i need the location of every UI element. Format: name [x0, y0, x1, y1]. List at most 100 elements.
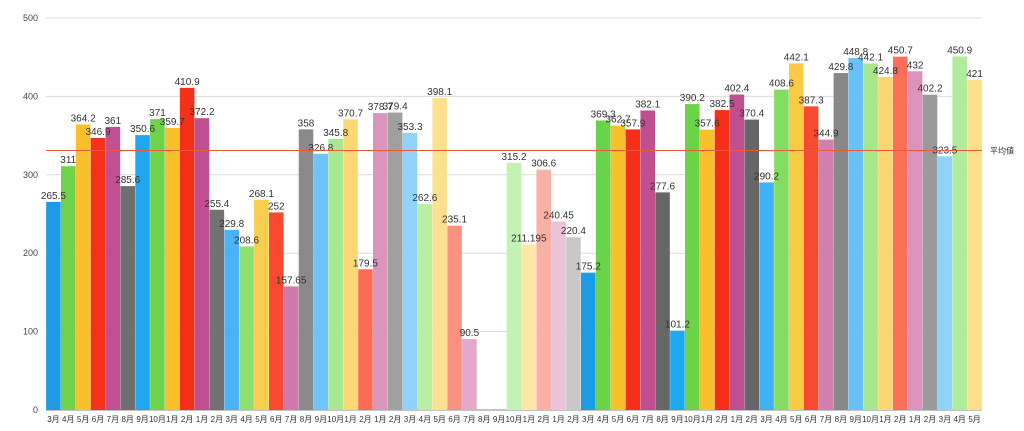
chart-x-ticks: 3月 4月 5月 6月 7月 8月 9月 10月 1月 2月 1月 2月 3月 4月 5月 6月 7月 8月 9月 1… [47, 415, 981, 424]
data-label: 402.4 [724, 84, 749, 95]
chart-bars [46, 56, 982, 411]
data-label: 410.9 [175, 77, 200, 88]
bar [283, 286, 299, 410]
data-label: 382.1 [635, 99, 660, 110]
data-label: 268.1 [249, 189, 274, 200]
data-label: 402.2 [917, 84, 942, 95]
bar [759, 182, 774, 410]
x-tick-label: 9月 [671, 415, 683, 424]
bar [239, 246, 254, 410]
data-label: 358 [298, 118, 315, 129]
x-tick-label: 2月 [716, 415, 728, 424]
data-label: 262.6 [412, 193, 437, 204]
bar [506, 162, 522, 410]
bar [61, 166, 76, 410]
x-tick-label: 1月 [196, 415, 208, 424]
data-label: 252 [268, 201, 285, 212]
data-label: 240.45 [543, 210, 574, 221]
bar [90, 138, 106, 410]
x-tick-label: 2月 [745, 415, 757, 424]
x-tick-label: 4月 [775, 415, 787, 424]
x-tick-label: 1月 [701, 415, 713, 424]
x-tick-label: 7月 [107, 415, 119, 424]
y-tick-label: 400 [23, 91, 38, 101]
data-label: 350.6 [130, 124, 155, 135]
data-label: 179.5 [353, 258, 378, 269]
data-label: 90.5 [460, 328, 480, 339]
x-tick-label: 1月 [166, 415, 178, 424]
bar [774, 89, 789, 411]
bar [521, 244, 537, 410]
x-tick-label: 8月 [300, 415, 312, 424]
bar [402, 133, 418, 410]
bar [194, 118, 210, 411]
x-tick-label: 4月 [597, 415, 609, 424]
bar [313, 153, 329, 410]
bar [462, 339, 477, 410]
data-label: 390.2 [680, 93, 705, 104]
data-label: 369.3 [591, 109, 616, 120]
y-tick-label: 500 [23, 13, 38, 23]
x-tick-label: 2月 [211, 415, 223, 424]
bar [209, 209, 225, 410]
data-label: 424.8 [873, 66, 898, 77]
data-label: 345.8 [323, 128, 348, 139]
bar [328, 138, 343, 410]
bar [46, 201, 61, 410]
x-tick-label: 5月 [255, 415, 267, 424]
x-tick-label: 10月 [862, 415, 879, 424]
bar [179, 87, 195, 410]
x-tick-label: 9月 [493, 415, 505, 424]
data-label: 450.7 [888, 46, 913, 57]
x-tick-label: 1月 [552, 415, 564, 424]
data-label: 442.1 [858, 52, 883, 63]
x-tick-label: 3月 [939, 415, 951, 424]
data-label: 378.7 [368, 102, 393, 113]
x-tick-label: 7月 [820, 415, 832, 424]
x-tick-label: 6月 [627, 415, 639, 424]
x-tick-label: 10月 [327, 415, 344, 424]
bar [373, 113, 388, 411]
data-label: 211.195 [511, 233, 547, 244]
data-label: 448.8 [843, 47, 868, 58]
data-label: 208.6 [234, 235, 259, 246]
x-tick-label: 10月 [149, 415, 166, 424]
data-label: 277.6 [650, 181, 675, 192]
x-tick-label: 3月 [225, 415, 237, 424]
data-label: 344.9 [813, 129, 838, 140]
y-tick-label: 0 [33, 405, 38, 415]
x-tick-label: 2月 [894, 415, 906, 424]
x-tick-label: 5月 [77, 415, 89, 424]
x-tick-label: 8月 [656, 415, 668, 424]
data-label: 398.1 [427, 87, 452, 98]
x-tick-label: 3月 [47, 415, 59, 424]
bar [907, 71, 923, 410]
data-label: 235.1 [442, 215, 467, 226]
y-tick-label: 300 [23, 170, 38, 180]
x-tick-label: 4月 [240, 415, 252, 424]
y-tick-label: 100 [23, 327, 38, 337]
x-tick-label: 1月 [523, 415, 535, 424]
x-tick-label: 5月 [968, 415, 980, 424]
bar [818, 139, 834, 411]
data-label: 353.3 [397, 122, 422, 133]
data-label: 362.7 [605, 115, 630, 126]
data-label: 157.65 [276, 275, 307, 286]
x-tick-label: 7月 [285, 415, 297, 424]
x-tick-label: 3月 [582, 415, 594, 424]
bar [581, 272, 596, 410]
bar [893, 56, 908, 411]
x-tick-label: 1月 [879, 415, 891, 424]
x-tick-label: 5月 [790, 415, 802, 424]
x-tick-label: 8月 [478, 415, 490, 424]
bar [699, 129, 715, 410]
data-label: 421 [966, 69, 983, 80]
bar [343, 119, 358, 410]
x-tick-label: 3月 [404, 415, 416, 424]
bar [254, 199, 269, 410]
bar [744, 119, 759, 411]
y-tick-label: 200 [23, 248, 38, 258]
bar [120, 186, 135, 410]
bar [729, 94, 745, 410]
